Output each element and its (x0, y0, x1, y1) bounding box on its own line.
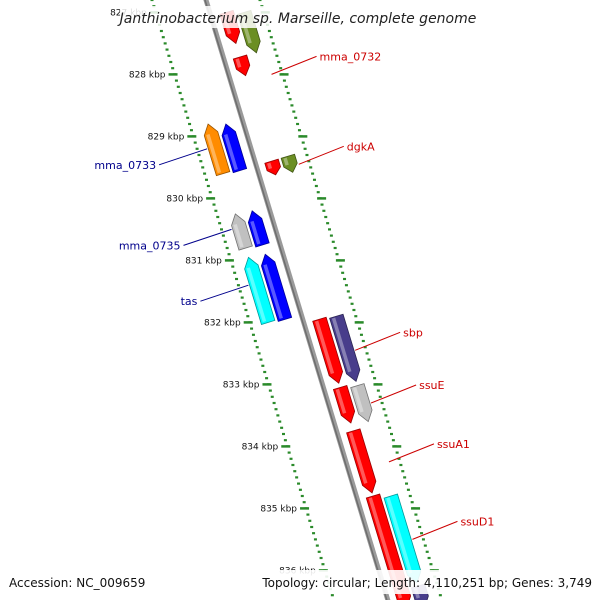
label-connector (271, 55, 317, 75)
gene-arrow[interactable] (332, 384, 357, 424)
gene-label[interactable]: tas (181, 295, 198, 308)
label-layer: mma_0732 dgkA sbp ssuE ssuA1 ssuD1 mma_0733mma… (94, 50, 494, 540)
gene-arrow-body (221, 123, 248, 174)
gene-label[interactable]: mma_0732 (320, 50, 382, 63)
gene-arrow-body (280, 153, 298, 173)
gene-label[interactable]: sbp (403, 326, 423, 339)
label-connector (370, 384, 417, 404)
accession-backdrop (4, 570, 154, 594)
gene-arrow-body (350, 383, 373, 423)
gene-arrow[interactable] (346, 428, 379, 495)
gene-arrow-highlight (250, 220, 261, 245)
gene-arrow[interactable] (229, 212, 253, 251)
gene-arrow-body (312, 316, 344, 384)
gene-arrow-highlight (386, 497, 413, 574)
tick-label: 834 kbp (242, 442, 279, 452)
title-backdrop (120, 6, 480, 28)
gene-arrow-body (232, 54, 251, 77)
tick-label: 829 kbp (148, 132, 185, 142)
gene-arrow-highlight (206, 134, 222, 174)
gene-label[interactable]: mma_0735 (119, 239, 181, 252)
tick-label: 835 kbp (260, 504, 297, 514)
gene-arrow-highlight (283, 157, 289, 166)
gene-arrow[interactable] (280, 153, 299, 174)
gene-arrow[interactable] (329, 313, 363, 383)
label-connector (158, 148, 208, 166)
gene-arrow[interactable] (312, 316, 346, 385)
gene-label[interactable]: mma_0733 (94, 159, 156, 172)
tick-label: 830 kbp (166, 194, 203, 204)
gene-arrow-highlight (263, 264, 283, 319)
tick-label: 832 kbp (204, 318, 241, 328)
gene-label[interactable]: ssuA1 (437, 438, 470, 451)
gene-arrow-body (264, 158, 281, 176)
tick-label: 828 kbp (129, 70, 166, 80)
gene-arrow-body (329, 313, 361, 383)
gene-arrow[interactable] (242, 255, 276, 325)
gene-label[interactable]: dgkA (347, 140, 375, 153)
gene-arrow-body (244, 256, 276, 325)
gene-arrow-body (346, 428, 377, 494)
label-connector (412, 520, 458, 540)
gene-arrow-highlight (331, 317, 352, 373)
gene-label[interactable]: ssuE (419, 379, 444, 392)
gene-arrow-highlight (348, 432, 368, 484)
gene-arrow-highlight (235, 58, 242, 68)
label-connector (298, 145, 344, 165)
label-connector (388, 443, 435, 463)
gene-label[interactable]: ssuD1 (460, 515, 494, 528)
genome-backbone (203, 0, 391, 600)
label-connector (183, 228, 232, 246)
gene-arrow[interactable] (245, 209, 270, 248)
gene-arrow-highlight (352, 387, 364, 413)
gene-arrow-highlight (246, 267, 267, 322)
gene-arrow[interactable] (264, 158, 283, 177)
gene-arrow[interactable] (232, 54, 252, 78)
gene-arrow-highlight (335, 388, 347, 414)
topology-backdrop (256, 570, 596, 594)
topology-text: Topology: circular; Length: 4,110,251 bp… (261, 576, 592, 590)
genome-backbone-edge (204, 0, 388, 600)
gene-arrow-body (332, 384, 356, 424)
gene-arrow[interactable] (259, 252, 293, 322)
gene-arrow[interactable] (201, 122, 231, 177)
accession-text: Accession: NC_009659 (9, 576, 145, 590)
gene-arrow-highlight (267, 162, 273, 170)
gene-arrow-body (203, 123, 231, 177)
gene-arrow[interactable] (350, 383, 375, 424)
gene-arrow-body (247, 210, 270, 248)
map-title: Janthinobacterium sp. Marseille, complet… (117, 11, 477, 27)
tick-label: 833 kbp (223, 380, 260, 390)
label-connector (354, 331, 401, 351)
label-connector (200, 284, 249, 302)
gene-arrow-highlight (233, 223, 244, 248)
backbone-layer (203, 0, 391, 600)
gene-arrow-body (261, 253, 293, 322)
gene-arrow-highlight (314, 320, 335, 375)
gene-arrow[interactable] (219, 122, 248, 174)
gene-arrow-body (231, 213, 253, 251)
tick-label: 831 kbp (185, 256, 222, 266)
gene-arrow-highlight (223, 134, 238, 171)
